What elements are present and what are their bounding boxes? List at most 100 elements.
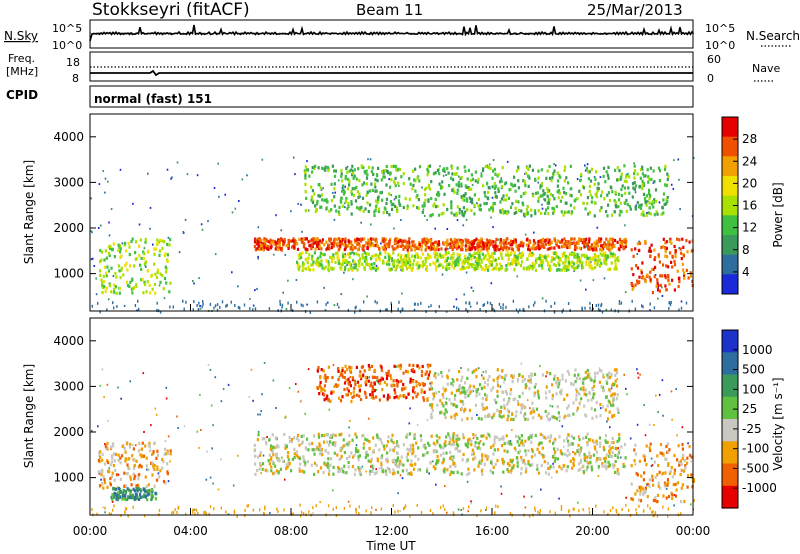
- speckle-cell: [571, 251, 573, 254]
- range-cell: [640, 269, 643, 273]
- range-cell: [679, 247, 682, 251]
- range-cell: [406, 204, 409, 208]
- range-cell: [607, 191, 610, 195]
- range-cell: [375, 189, 378, 193]
- range-cell: [537, 239, 540, 243]
- range-cell: [391, 433, 394, 437]
- speckle-cell: [434, 227, 436, 230]
- ground-cell: [401, 307, 403, 311]
- range-cell: [143, 489, 147, 493]
- range-cell: [605, 237, 608, 241]
- range-cell: [452, 432, 455, 436]
- range-cell: [411, 254, 414, 258]
- range-cell: [372, 237, 375, 241]
- range-cell: [540, 464, 543, 468]
- range-cell: [506, 450, 509, 454]
- range-cell: [442, 265, 445, 269]
- speckle-cell: [254, 289, 256, 292]
- range-cell: [159, 280, 162, 284]
- range-cell: [648, 249, 651, 253]
- speckle-cell: [673, 159, 675, 162]
- range-cell: [590, 167, 593, 171]
- range-cell: [665, 246, 668, 250]
- range-cell: [497, 187, 500, 191]
- range-cell: [363, 256, 366, 260]
- range-cell: [573, 255, 576, 259]
- speckle-cell: [207, 364, 210, 366]
- speckle-cell: [121, 242, 124, 245]
- range-cell: [537, 243, 540, 247]
- range-cell: [128, 284, 131, 288]
- range-cell: [611, 241, 615, 245]
- range-cell: [570, 194, 573, 198]
- range-cell: [471, 448, 474, 452]
- speckle-cell: [338, 376, 341, 378]
- range-cell: [405, 468, 408, 472]
- range-cell: [106, 459, 109, 463]
- range-cell: [327, 264, 330, 268]
- range-cell: [452, 266, 455, 270]
- range-cell: [457, 184, 460, 188]
- range-cell: [654, 256, 657, 260]
- range-cell: [456, 470, 459, 474]
- speckle-cell: [295, 383, 297, 385]
- range-cell: [148, 488, 151, 493]
- range-cell: [582, 201, 585, 205]
- range-cell: [515, 199, 518, 203]
- speckle-cell: [644, 434, 647, 437]
- range-cell: [303, 463, 306, 467]
- range-cell: [656, 288, 660, 292]
- range-cell: [548, 238, 551, 242]
- range-cell: [343, 376, 346, 380]
- speckle-cell: [344, 206, 346, 209]
- range-cell: [579, 450, 582, 454]
- speckle-cell: [606, 420, 608, 423]
- range-cell: [634, 207, 637, 211]
- range-cell: [448, 266, 451, 270]
- range-cell: [625, 198, 628, 203]
- range-cell: [485, 201, 488, 206]
- range-cell: [593, 182, 596, 186]
- range-cell: [156, 242, 159, 246]
- range-cell: [442, 459, 445, 463]
- range-cell: [506, 250, 509, 254]
- ground-cell: [177, 505, 180, 509]
- range-cell: [438, 172, 441, 176]
- range-cell: [387, 171, 390, 175]
- range-cell: [614, 259, 617, 263]
- range-cell: [436, 168, 439, 173]
- range-cell: [317, 432, 320, 436]
- ground-cell: [202, 300, 204, 303]
- range-cell: [134, 257, 137, 261]
- range-cell: [121, 454, 124, 458]
- range-cell: [645, 194, 648, 198]
- range-cell: [561, 373, 564, 377]
- speckle-cell: [539, 365, 541, 368]
- range-cell: [511, 243, 514, 247]
- range-cell: [605, 257, 608, 261]
- range-cell: [284, 443, 287, 447]
- range-cell: [381, 377, 384, 381]
- range-cell: [435, 462, 438, 466]
- range-cell: [458, 238, 461, 242]
- range-cell: [609, 255, 612, 259]
- range-cell: [590, 468, 594, 472]
- range-cell: [435, 252, 438, 256]
- speckle-cell: [218, 195, 220, 198]
- range-cell: [668, 282, 671, 286]
- ground-cell: [234, 304, 236, 307]
- range-cell: [430, 387, 434, 391]
- range-cell: [427, 365, 430, 369]
- ground-cell: [233, 509, 236, 513]
- range-cell: [335, 237, 339, 241]
- range-cell: [144, 282, 147, 287]
- speckle-cell: [497, 238, 500, 241]
- range-cell: [266, 469, 269, 473]
- range-cell: [588, 210, 591, 215]
- ground-cell: [374, 300, 376, 304]
- range-cell: [253, 449, 256, 453]
- range-cell: [376, 173, 379, 177]
- range-cell: [566, 245, 569, 250]
- ground-cell: [124, 507, 127, 511]
- range-cell: [564, 257, 567, 261]
